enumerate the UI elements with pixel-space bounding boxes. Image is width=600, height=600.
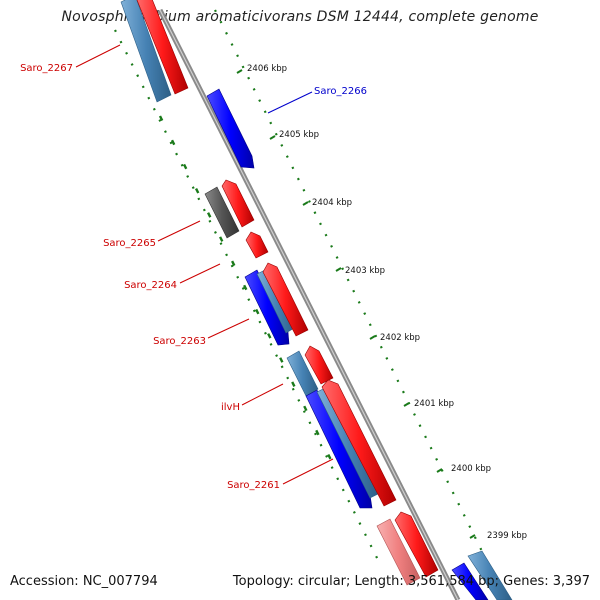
connector-saro2264 [179, 263, 221, 284]
connector-saro2263 [207, 318, 250, 339]
tick-mark [369, 335, 376, 340]
feature-pink-bottom[interactable] [376, 518, 421, 586]
tick-mark [436, 468, 443, 473]
gene-label-saro2263[interactable]: Saro_2263 [153, 336, 206, 347]
genome-backbone-highlight [159, 9, 459, 600]
connector-saro2265 [157, 220, 201, 242]
feature-red-saro2264[interactable] [245, 231, 269, 259]
feature-blue-saro2261[interactable] [305, 389, 373, 509]
feature-blue-saro2263[interactable] [244, 269, 290, 346]
feature-blue-bottom[interactable] [451, 562, 489, 600]
gene-labels: Saro_2267 Saro_2266 Saro_2265 Saro_2264 … [20, 63, 367, 491]
feature-blue-saro2266[interactable] [206, 88, 255, 169]
gene-label-saro2265[interactable]: Saro_2265 [103, 238, 156, 249]
gene-features [120, 0, 513, 600]
tick-label: 2404 kbp [312, 198, 352, 208]
feature-steel-bottom[interactable] [467, 550, 513, 600]
tick-mark [236, 69, 243, 74]
genome-summary-text: Topology: circular; Length: 3,561,584 bp… [232, 574, 590, 589]
tick-mark [403, 402, 410, 407]
scale-ticks [236, 69, 476, 539]
connector-saro2261 [282, 458, 334, 485]
gene-label-saro2264[interactable]: Saro_2264 [124, 280, 177, 291]
tick-label: 2406 kbp [247, 64, 287, 74]
gene-label-ilvh[interactable]: ilvH [221, 402, 240, 413]
tick-mark [302, 201, 309, 206]
tick-label: 2403 kbp [345, 266, 385, 276]
feature-red-saro2265[interactable] [221, 179, 255, 228]
tick-label: 2400 kbp [451, 464, 491, 474]
scale-tick-labels: 2406 kbp 2405 kbp 2404 kbp 2403 kbp 2402… [247, 64, 527, 541]
connector-saro2266 [267, 91, 313, 114]
gc-bold-track-inner [158, 115, 334, 463]
tick-label: 2402 kbp [380, 333, 420, 343]
genome-title: Novosphingobium aromaticivorans DSM 1244… [61, 9, 539, 25]
feature-steel-1[interactable] [120, 0, 172, 103]
feature-red-saro2263[interactable] [262, 262, 309, 337]
label-connectors [75, 44, 334, 485]
tick-mark [469, 534, 476, 539]
gene-label-saro2261[interactable]: Saro_2261 [227, 480, 280, 491]
tick-label: 2405 kbp [279, 130, 319, 140]
gene-label-saro2266[interactable]: Saro_2266 [314, 86, 367, 97]
accession-text: Accession: NC_007794 [10, 574, 158, 589]
tick-mark [269, 135, 276, 140]
feature-red-bottom[interactable] [394, 511, 439, 578]
tick-label: 2399 kbp [487, 531, 527, 541]
gene-label-saro2267[interactable]: Saro_2267 [20, 63, 73, 74]
feature-red-1[interactable] [136, 0, 189, 95]
tick-mark [335, 267, 342, 272]
connector-ilvh [241, 383, 284, 406]
feature-gray-saro2265[interactable] [204, 186, 240, 239]
tick-label: 2401 kbp [414, 399, 454, 409]
feature-steel-ilvh[interactable] [286, 350, 319, 397]
connector-saro2267 [75, 44, 121, 68]
feature-red-ilvh[interactable] [304, 345, 334, 385]
feature-red-saro2261[interactable] [321, 379, 397, 507]
